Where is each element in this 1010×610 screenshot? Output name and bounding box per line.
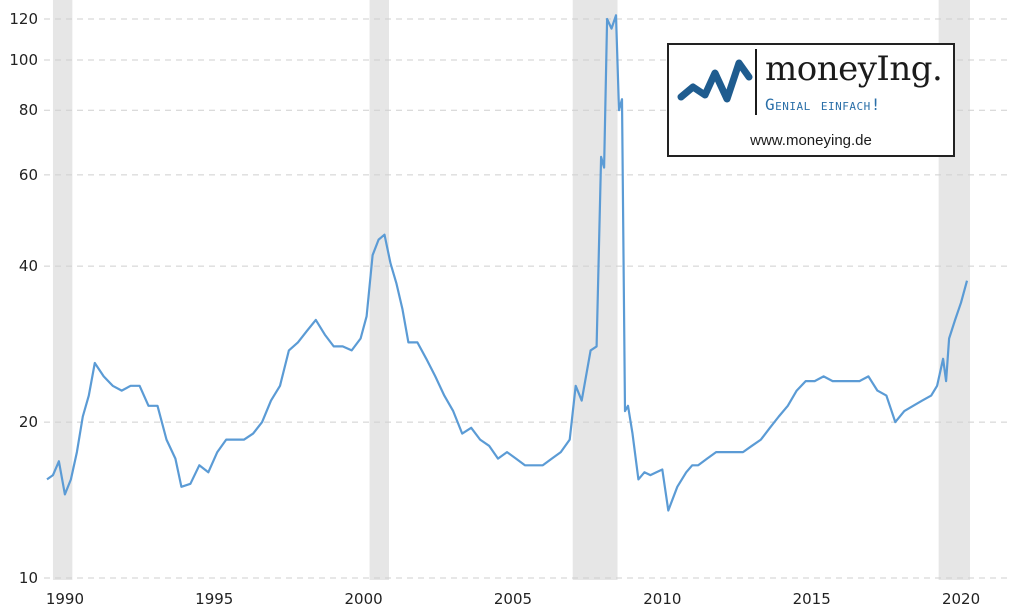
moneying-logo: moneyIng. Genial einfach! www.moneying.d… [667,43,955,157]
x-tick-label: 1995 [195,590,233,608]
recession-band [572,0,618,580]
x-axis-ticks: 1990 1995 2000 2005 2010 2015 2020 [46,590,980,608]
x-tick-label: 1990 [46,590,84,608]
logo-wordmark: moneyIng. [765,49,943,89]
x-tick-label: 2005 [494,590,532,608]
logo-divider [755,49,757,115]
recession-bands [52,0,970,580]
recession-band [369,0,390,580]
x-tick-label: 2000 [345,590,383,608]
y-tick-label: 60 [19,166,38,184]
y-tick-label: 80 [19,101,38,119]
y-axis-ticks: 10 20 40 60 80 100 120 [9,10,38,587]
y-tick-label: 20 [19,413,38,431]
x-tick-label: 2015 [793,590,831,608]
y-tick-label: 10 [19,569,38,587]
recession-band [52,0,73,580]
data-series [46,14,969,512]
y-tick-label: 100 [9,51,38,69]
x-tick-label: 2020 [942,590,980,608]
y-tick-label: 120 [9,10,38,28]
y-tick-label: 40 [19,257,38,275]
logo-url: www.moneying.de [750,132,872,149]
logo-tagline: Genial einfach! [765,95,881,114]
x-tick-label: 2010 [643,590,681,608]
zigzag-logo-icon [677,59,753,103]
series-line [46,14,969,512]
